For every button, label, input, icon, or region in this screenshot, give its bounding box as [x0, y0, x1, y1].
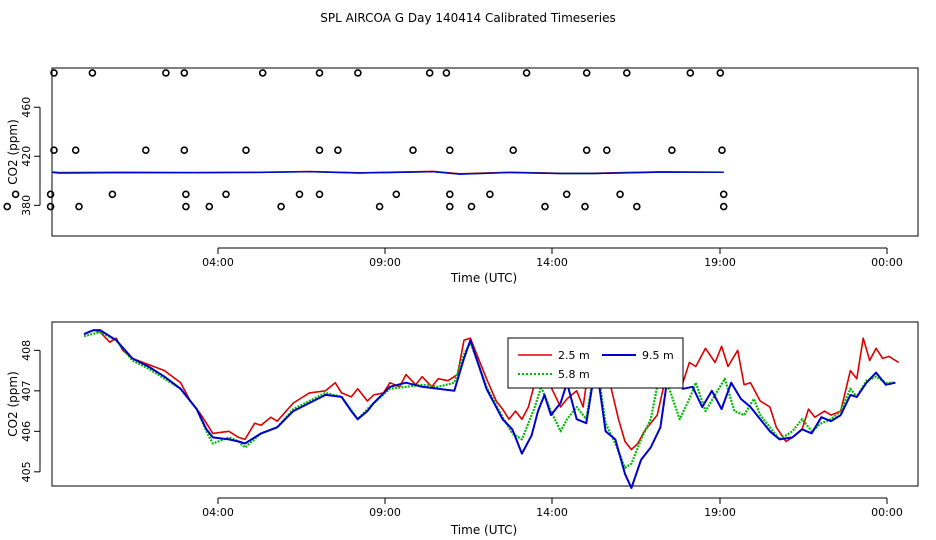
top-data-point [315, 69, 324, 77]
bottom-plot-frame [51, 321, 919, 487]
top-data-point [75, 202, 83, 211]
top-markers-group [3, 69, 728, 211]
top-data-point [522, 69, 531, 77]
top-series-group [52, 170, 724, 175]
top-y-tick-label: 460 [20, 97, 33, 118]
top-data-point [142, 146, 150, 154]
bottom-y-tick-label: 407 [20, 380, 33, 401]
top-data-point [182, 190, 190, 199]
top-data-point [486, 190, 494, 199]
top-data-point [582, 69, 591, 77]
bottom-x-tick-label: 14:00 [536, 506, 568, 519]
top-y-tick-label: 420 [20, 146, 33, 167]
bottom-y-axis-label: CO2 (ppm) [6, 371, 20, 437]
top-y-tick-label: 380 [20, 195, 33, 216]
top-x-tick-label: 09:00 [369, 256, 401, 269]
top-data-point [180, 69, 189, 77]
top-x-tick-label: 14:00 [536, 256, 568, 269]
top-data-point [315, 146, 324, 154]
top-data-point [686, 69, 695, 77]
top-x-tick-label: 00:00 [871, 256, 903, 269]
legend-label-9-5m: 9.5 m [642, 349, 674, 362]
top-data-point [442, 69, 451, 77]
top-data-point [242, 146, 250, 154]
top-data-point [205, 202, 214, 211]
bottom-x-tick-label: 19:00 [704, 506, 736, 519]
bottom-y-tick-label: 408 [20, 340, 33, 361]
top-data-point [616, 190, 624, 199]
top-data-point [277, 202, 285, 211]
top-x-axis: 04:00 09:00 14:00 19:00 00:00 [202, 247, 903, 269]
bottom-x-tick-label: 04:00 [202, 506, 234, 519]
top-data-point [180, 146, 189, 154]
top-data-point [509, 146, 518, 154]
top-data-point [445, 146, 454, 154]
bottom-y-axis: 405 406 407 408 [20, 340, 41, 482]
top-data-point [50, 146, 58, 154]
top-data-point [258, 69, 267, 77]
top-data-point [46, 202, 55, 211]
bottom-y-tick-label: 405 [20, 461, 33, 482]
top-data-point [375, 202, 384, 211]
bottom-x-axis-label: Time (UTC) [450, 523, 517, 537]
bottom-series-2 [83, 329, 896, 489]
top-data-point [46, 190, 55, 199]
top-y-axis: 380 420 460 [20, 97, 41, 216]
top-x-tick-label: 04:00 [202, 256, 234, 269]
top-data-point [108, 190, 117, 199]
top-data-point [719, 190, 728, 199]
top-data-point [562, 190, 571, 199]
bottom-panel: 04:00 09:00 14:00 19:00 00:00 405 406 407 408 T… [6, 321, 919, 537]
top-data-point [162, 69, 170, 77]
bottom-series-0 [83, 329, 900, 451]
top-data-point [11, 190, 20, 199]
top-data-point [295, 190, 304, 199]
top-data-point [71, 146, 80, 154]
bottom-series-1 [83, 331, 896, 469]
top-data-point [222, 190, 230, 199]
top-series-2 [52, 171, 724, 175]
top-data-point [88, 69, 97, 77]
legend: 2.5 m 5.8 m 9.5 m [507, 337, 684, 389]
top-data-point [409, 146, 417, 154]
top-data-point [3, 202, 11, 211]
top-data-point [182, 202, 190, 211]
bottom-y-tick-label: 406 [20, 421, 33, 442]
legend-label-2-5m: 2.5 m [558, 349, 590, 362]
top-data-point [582, 146, 591, 154]
top-data-point [425, 69, 434, 77]
bottom-series-group [83, 329, 900, 489]
top-data-point [719, 202, 728, 211]
top-data-point [445, 202, 454, 211]
figure-title: SPL AIRCOA G Day 140414 Calibrated Times… [320, 11, 615, 25]
legend-box [507, 337, 684, 389]
bottom-x-tick-label: 09:00 [369, 506, 401, 519]
top-data-point [622, 69, 631, 77]
top-data-point [392, 190, 401, 199]
top-x-axis-label: Time (UTC) [450, 271, 517, 285]
top-panel: 04:00 09:00 14:00 19:00 00:00 380 420 460 Time… [3, 67, 919, 285]
top-data-point [632, 202, 641, 211]
top-data-point [467, 202, 476, 211]
top-data-point [354, 69, 362, 77]
top-data-point [315, 190, 324, 199]
bottom-x-axis: 04:00 09:00 14:00 19:00 00:00 [202, 497, 903, 519]
top-data-point [668, 146, 676, 154]
top-data-point [334, 146, 342, 154]
top-data-point [581, 202, 589, 211]
top-data-point [716, 69, 725, 77]
top-y-axis-label: CO2 (ppm) [6, 119, 20, 185]
bottom-x-tick-label: 00:00 [871, 506, 903, 519]
top-data-point [541, 202, 549, 211]
top-data-point [50, 69, 58, 77]
top-data-point [602, 146, 611, 154]
top-data-point [445, 190, 454, 199]
legend-label-5-8m: 5.8 m [558, 368, 590, 381]
top-data-point [718, 146, 726, 154]
top-x-tick-label: 19:00 [704, 256, 736, 269]
